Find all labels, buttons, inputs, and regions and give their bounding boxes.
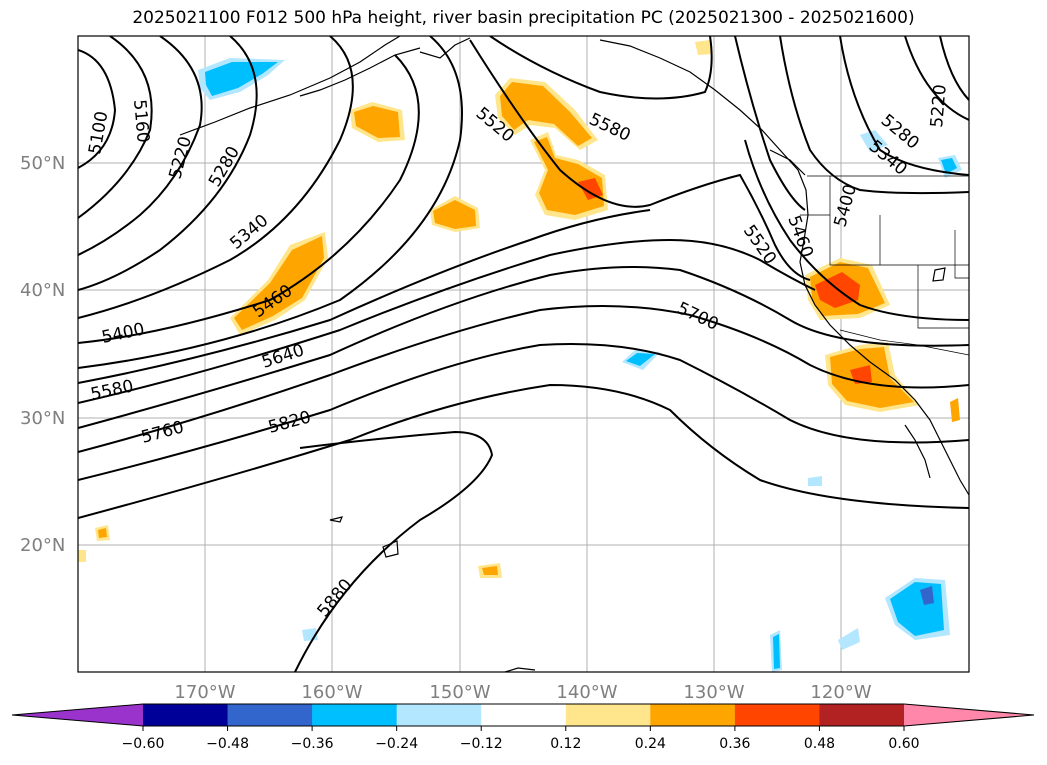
colorbar-tick-label: 0.12 — [550, 736, 581, 752]
colorbar-tick-label: 0.24 — [635, 736, 666, 752]
lon-label-120w: 120°W — [810, 682, 871, 703]
colorbar-tick-label: −0.36 — [291, 736, 334, 752]
colorbar-tick-label: −0.60 — [122, 736, 165, 752]
lat-label-50n: 50°N — [20, 153, 65, 174]
contour-label: 5160 — [129, 99, 153, 144]
colorbar-swatch — [565, 704, 651, 726]
colorbar-extend-low — [12, 704, 143, 726]
coastlines — [179, 36, 969, 672]
colorbar-swatch — [734, 704, 820, 726]
lon-label-150w: 150°W — [429, 682, 490, 703]
lon-label-170w: 170°W — [174, 682, 235, 703]
colorbar-swatch — [227, 704, 313, 726]
precipitation-shading — [78, 40, 962, 672]
colorbar-swatch — [481, 704, 567, 726]
lon-label-140w: 140°W — [556, 682, 617, 703]
lat-label-20n: 20°N — [20, 535, 65, 556]
colorbar-tick-label: −0.48 — [206, 736, 249, 752]
colorbar: −0.60 −0.48 −0.36 −0.24 −0.12 0.12 0.24 0.36 0.4… — [11, 703, 1035, 752]
colorbar-tick-label: 0.60 — [888, 736, 919, 752]
contour-label: 5220 — [927, 84, 951, 129]
colorbar-swatch — [650, 704, 736, 726]
lon-label-130w: 130°W — [683, 682, 744, 703]
lat-label-40n: 40°N — [20, 280, 65, 301]
map-area — [78, 36, 969, 672]
colorbar-tick-label: −0.24 — [375, 736, 418, 752]
map-title: 2025021100 F012 500 hPa height, river ba… — [132, 8, 915, 28]
colorbar-tick-label: 0.36 — [719, 736, 750, 752]
map-frame — [77, 35, 970, 673]
colorbar-tick-label: −0.12 — [460, 736, 503, 752]
colorbar-swatch — [396, 704, 482, 726]
colorbar-swatch — [819, 704, 905, 726]
height-contours — [78, 36, 969, 672]
colorbar-swatch — [143, 704, 229, 726]
colorbar-swatch — [312, 704, 398, 726]
colorbar-extend-high — [904, 704, 1034, 726]
lon-label-160w: 160°W — [301, 682, 362, 703]
lat-label-30n: 30°N — [20, 408, 65, 429]
colorbar-tick-label: 0.48 — [804, 736, 835, 752]
